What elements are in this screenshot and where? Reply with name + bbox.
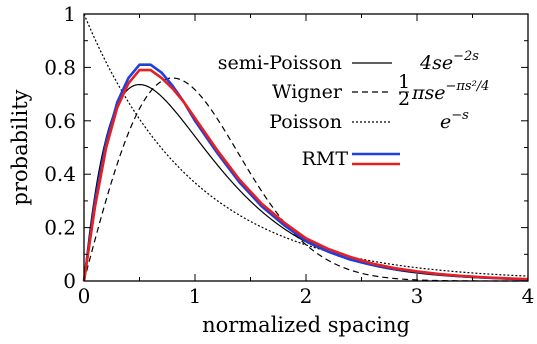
svg-text:πse−πs²/4: πse−πs²/4 (411, 79, 489, 104)
x-tick-label: 1 (189, 284, 202, 308)
y-tick-label: 1 (63, 2, 76, 26)
y-tick-label: 0.4 (44, 162, 76, 186)
legend-label-poisson: Poisson (269, 111, 342, 133)
y-tick-label: 0 (63, 269, 76, 293)
x-tick-label: 2 (300, 284, 313, 308)
formula-base-poisson: e (440, 111, 451, 133)
legend-formula-semi-poisson: 4se−2s (419, 49, 479, 74)
legend-formula-poisson: e−s (440, 108, 469, 133)
formula-exp-poisson: −s (451, 108, 469, 123)
legend-formula-wigner: 1 2 πse−πs²/4 (398, 71, 490, 110)
legend-label-rmt: RMT (302, 148, 349, 170)
legend-label-wigner: Wigner (272, 81, 343, 103)
y-tick-label: 0.6 (44, 109, 76, 133)
x-tick-label: 3 (411, 284, 424, 308)
x-tick-label: 4 (522, 284, 535, 308)
legend-label-semi-poisson: semi-Poisson (218, 52, 342, 74)
legend: semi-Poisson 4se−2s Wigner 1 2 πse−πs²/4… (218, 49, 490, 170)
x-tick-label: 0 (78, 284, 91, 308)
formula-frac-num-wigner: 1 (398, 71, 410, 93)
formula-frac-den-wigner: 2 (398, 88, 410, 110)
formula-base-semi-poisson: 4se (419, 52, 453, 74)
series-layer (82, 63, 529, 282)
x-axis-label: normalized spacing (202, 313, 410, 337)
y-tick-label: 0.8 (44, 55, 76, 79)
formula-base-wigner: πse (411, 82, 445, 104)
series-rmt-1 (82, 68, 529, 282)
formula-exp-wigner: −πs²/4 (445, 79, 489, 94)
formula-exp-semi-poisson: −2s (453, 49, 479, 64)
ticks-layer: 0 1 2 3 400.20.40.60.81 (44, 2, 534, 308)
y-tick-label: 0.2 (44, 216, 76, 240)
y-axis-label: probability (8, 89, 32, 205)
